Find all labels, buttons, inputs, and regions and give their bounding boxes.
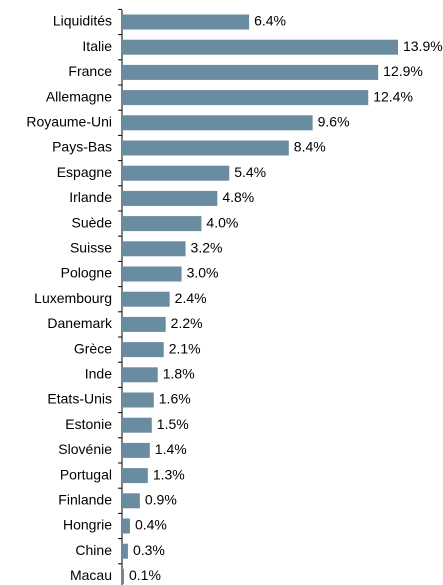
value-label: 3.2% (191, 240, 223, 256)
bar (122, 39, 399, 55)
value-label: 1.6% (159, 391, 191, 407)
bar (122, 468, 148, 484)
y-tick-label: Estonie (65, 416, 112, 432)
y-tick-label: Finlande (58, 492, 112, 508)
bar (122, 165, 230, 181)
value-label: 5.4% (234, 164, 266, 180)
bar (122, 241, 186, 257)
bar (122, 140, 289, 156)
bar (122, 342, 164, 358)
y-tick-label: Slovénie (58, 441, 112, 457)
value-label: 0.3% (133, 542, 165, 558)
value-label: 6.4% (254, 13, 286, 29)
bar (122, 216, 202, 232)
bar (122, 568, 124, 584)
value-label: 12.4% (373, 88, 413, 104)
bar (122, 442, 150, 458)
y-tick-label: Espagne (57, 164, 112, 180)
value-label: 2.4% (175, 290, 207, 306)
bar (122, 417, 152, 433)
y-tick-label: Suède (72, 214, 113, 230)
value-label: 1.4% (155, 441, 187, 457)
y-tick-label: Pologne (61, 265, 113, 281)
y-tick-label: Grèce (74, 340, 112, 356)
value-label: 2.2% (171, 315, 203, 331)
bar (122, 518, 130, 534)
y-tick-label: Allemagne (46, 88, 112, 104)
bar (122, 291, 170, 307)
value-label: 12.9% (383, 63, 423, 79)
value-label: 1.8% (163, 366, 195, 382)
y-tick-label: Hongrie (63, 517, 112, 533)
bar (122, 367, 158, 383)
y-tick-label: Macau (70, 567, 112, 583)
value-label: 1.5% (157, 416, 189, 432)
y-tick-label: Royaume-Uni (26, 114, 112, 130)
bar (122, 115, 313, 131)
y-tick-label: Etats-Unis (47, 391, 112, 407)
y-tick-label: Portugal (60, 466, 112, 482)
y-tick-label: Pays-Bas (52, 139, 112, 155)
bar (122, 266, 182, 282)
bar (122, 316, 166, 332)
y-tick-label: Luxembourg (34, 290, 112, 306)
y-tick-label: Irlande (69, 189, 112, 205)
bar (122, 90, 369, 106)
y-tick-label: Liquidités (53, 13, 112, 29)
bar (122, 190, 218, 206)
value-label: 8.4% (294, 139, 326, 155)
y-tick-label: Suisse (70, 240, 112, 256)
value-label: 0.4% (135, 517, 167, 533)
value-label: 4.8% (222, 189, 254, 205)
value-label: 1.3% (153, 466, 185, 482)
y-tick-label: Danemark (47, 315, 113, 331)
y-tick-label: Inde (85, 366, 112, 382)
y-tick-label: France (68, 63, 112, 79)
value-label: 4.0% (206, 214, 238, 230)
bar (122, 14, 250, 30)
bar (122, 392, 154, 408)
value-label: 3.0% (187, 265, 219, 281)
value-label: 0.9% (145, 492, 177, 508)
value-label: 13.9% (403, 38, 443, 54)
value-label: 9.6% (318, 114, 350, 130)
value-label: 0.1% (129, 567, 161, 583)
bar (122, 543, 128, 559)
y-tick-label: Chine (75, 542, 112, 558)
bar (122, 493, 140, 509)
bar (122, 64, 379, 80)
y-tick-label: Italie (82, 38, 112, 54)
value-label: 2.1% (169, 340, 201, 356)
